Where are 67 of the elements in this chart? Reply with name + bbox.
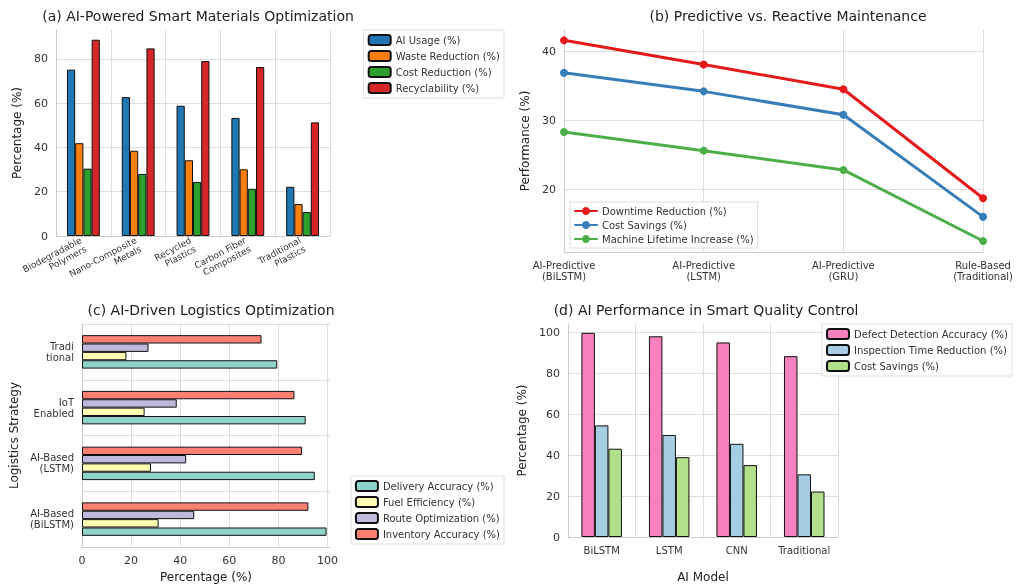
chart-title: (b) Predictive vs. Reactive Maintenance [649,8,927,24]
point [839,165,848,174]
y-tick-label: 0 [552,530,560,544]
point [699,60,708,69]
y-axis-title: Performance (%) [518,90,533,192]
x-tick-label: AI-Predictive (BiLSTM) [532,260,596,282]
point [979,236,988,245]
legend-label: Defect Detection Accuracy (%) [853,328,1009,340]
legend-label: Inventory Accuracy (%) [382,528,501,540]
legend-label: Fuel Efficiency (%) [382,496,476,508]
x-tick-label: AI-Predictive (GRU) [812,260,875,282]
chart-title: (c) AI-Driven Logistics Optimization [87,302,335,318]
x-tick-label: 0 [78,554,86,567]
legend-label: Machine Lifetime Increase (%) [602,233,754,245]
y-tick-label: 80 [34,52,48,66]
legend-label: Downtime Reduction (%) [602,205,727,217]
point [560,68,568,77]
y-tick-label: 40 [34,140,48,154]
point [839,110,848,119]
y-tick-label: 100 [538,325,560,339]
y-tick-label: 20 [545,489,560,503]
x-tick-label: LSTM [655,545,683,556]
y-tick-label: AI-Based (BiLSTM) [29,508,75,531]
legend-label: Waste Reduction (%) [395,50,501,62]
x-tick-label: Traditional [777,545,831,556]
x-tick-label: CNN [725,545,748,556]
legend-label: Route Optimization (%) [382,512,500,524]
x-tick-label: BiLSTM [583,545,620,556]
x-tick-label: 20 [124,554,139,567]
point [979,212,988,221]
legend-label: Cost Reduction (%) [395,66,492,78]
point [979,194,988,203]
legend-label: Inspection Time Reduction (%) [853,344,1008,356]
y-axis-title: Percentage (%) [515,384,529,477]
legend-label: Recyclability (%) [395,82,480,94]
y-axis-title: Logistics Strategy [7,381,21,490]
x-tick-label: 60 [222,554,237,567]
point [839,85,848,94]
y-tick-label: 20 [542,182,556,196]
legend-label: Cost Savings (%) [853,360,940,372]
x-axis-title: AI Model [677,570,729,584]
y-tick-label: 60 [545,407,560,421]
x-tick-label: 80 [271,554,286,567]
x-axis-title: Percentage (%) [159,570,253,584]
y-tick-label: 60 [34,96,48,110]
y-tick-label: 20 [34,185,48,199]
y-tick-label: AI-Based (LSTM) [30,452,75,475]
point [699,87,708,96]
y-tick-label: 80 [545,366,560,380]
point [699,146,708,155]
point [560,128,568,137]
x-tick-label: AI-Predictive (LSTM) [672,260,736,282]
y-tick-label: 40 [545,448,560,462]
chart-title: (d) AI Performance in Smart Quality Control [553,302,859,318]
x-tick-label: 40 [173,554,188,567]
y-tick-label: IoT Enabled [33,396,75,419]
chart-title: (a) AI-Powered Smart Materials Optimization [42,8,354,24]
legend-label: Delivery Accuracy (%) [382,480,494,492]
y-tick-label: Tradi tional [45,340,74,363]
y-tick-label: 30 [542,113,556,127]
y-axis-title: Percentage (%) [10,86,25,180]
y-tick-label: 40 [542,44,556,58]
x-tick-label: 100 [317,554,339,567]
point [560,36,568,45]
x-tick-label: Rule-Based (Traditional) [953,260,1014,282]
legend-label: AI Usage (%) [395,34,461,46]
legend-label: Cost Savings (%) [602,219,688,231]
